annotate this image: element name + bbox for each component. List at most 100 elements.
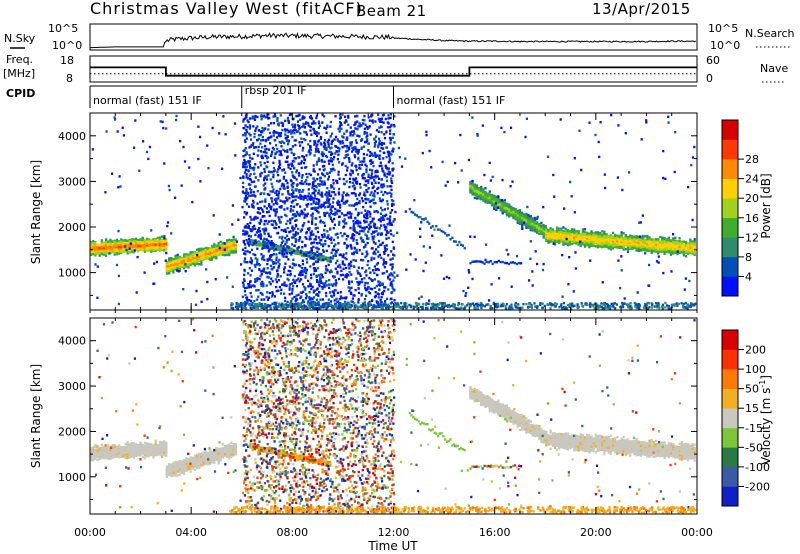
heatmap-cell bbox=[219, 243, 222, 246]
heatmap-cell bbox=[533, 216, 537, 220]
heatmap-cell bbox=[139, 241, 142, 245]
heatmap-cell bbox=[588, 245, 591, 249]
heatmap-cell bbox=[168, 259, 171, 262]
heatmap-cell bbox=[536, 225, 539, 228]
heatmap-cell bbox=[614, 239, 617, 242]
heatmap-cell bbox=[616, 236, 619, 240]
heatmap-cell bbox=[622, 232, 625, 235]
heatmap-cell bbox=[100, 243, 103, 247]
heatmap-cell bbox=[605, 241, 608, 245]
heatmap-cell bbox=[288, 249, 291, 253]
heatmap-cell bbox=[183, 267, 186, 270]
heatmap-cell bbox=[592, 244, 595, 247]
heatmap-cell bbox=[152, 240, 155, 244]
heatmap-cell bbox=[482, 195, 485, 198]
heatmap-cell bbox=[480, 188, 483, 191]
heatmap-cell bbox=[505, 211, 509, 214]
heatmap-cell bbox=[178, 261, 181, 264]
heatmap-cell bbox=[168, 265, 171, 268]
heatmap-cell bbox=[92, 240, 95, 243]
heatmap-cell bbox=[571, 230, 574, 233]
heatmap-cell bbox=[113, 244, 116, 248]
heatmap-cell bbox=[521, 213, 524, 217]
heatmap-cell bbox=[189, 260, 192, 263]
heatmap-cell bbox=[200, 262, 203, 266]
heatmap-cell bbox=[596, 235, 599, 239]
heatmap-cell bbox=[189, 263, 192, 266]
heatmap-cell bbox=[130, 239, 133, 243]
heatmap-cell bbox=[564, 234, 567, 237]
heatmap-cell bbox=[501, 203, 504, 207]
heatmap-cell bbox=[562, 243, 565, 246]
heatmap-cell bbox=[590, 230, 593, 233]
heatmap-cell bbox=[551, 238, 554, 242]
heatmap-cell bbox=[160, 248, 164, 252]
nsky-right-tick-top: 10^5 bbox=[708, 22, 738, 35]
heatmap-cell bbox=[90, 247, 93, 251]
heatmap-cell bbox=[480, 194, 483, 197]
heatmap-cell bbox=[100, 252, 103, 255]
heatmap-cell bbox=[230, 239, 233, 243]
heatmap-cell bbox=[165, 240, 168, 243]
heatmap-cell bbox=[183, 264, 186, 267]
heatmap-cell bbox=[221, 253, 224, 257]
heatmap-cell bbox=[495, 199, 498, 202]
heatmap-cell bbox=[198, 249, 201, 252]
heatmap-cell bbox=[109, 240, 112, 243]
heatmap-cell bbox=[141, 238, 144, 241]
heatmap-cell bbox=[92, 250, 95, 253]
heatmap-cell bbox=[172, 258, 175, 261]
heatmap-cell bbox=[226, 253, 229, 256]
heatmap-cell bbox=[542, 232, 545, 236]
nsky-right-tick-bottom: 10^0 bbox=[710, 39, 740, 52]
heatmap-cell bbox=[525, 226, 528, 229]
nsky-series-line bbox=[89, 32, 696, 49]
heatmap-cell bbox=[102, 246, 106, 250]
heatmap-cell bbox=[503, 204, 506, 207]
heatmap-cell bbox=[488, 194, 491, 197]
heatmap-cell bbox=[107, 250, 110, 254]
heatmap-cell bbox=[215, 249, 218, 253]
heatmap-cell bbox=[163, 239, 166, 242]
heatmap-cell bbox=[172, 268, 175, 271]
heatmap-cell bbox=[163, 243, 166, 246]
heatmap-cell bbox=[150, 248, 153, 251]
heatmap-cell bbox=[586, 235, 589, 238]
heatmap-cell bbox=[202, 255, 205, 258]
heatmap-cell bbox=[473, 187, 476, 190]
heatmap-cell bbox=[180, 265, 184, 268]
heatmap-cell bbox=[581, 242, 584, 245]
heatmap-cell bbox=[160, 235, 164, 238]
heatmap-cell bbox=[98, 251, 101, 254]
heatmap-cell bbox=[135, 247, 138, 250]
heatmap-cell bbox=[143, 248, 146, 252]
heatmap-cell bbox=[549, 230, 552, 233]
heatmap-cell bbox=[223, 250, 227, 253]
heatmap-cell bbox=[538, 224, 541, 227]
date-label: 13/Apr/2015 bbox=[592, 0, 691, 18]
heatmap-cell bbox=[529, 215, 532, 218]
heatmap-cell bbox=[111, 240, 114, 243]
heatmap-cell bbox=[257, 243, 261, 247]
heatmap-cell bbox=[549, 227, 552, 230]
heatmap-cell bbox=[100, 240, 103, 243]
heatmap-cell bbox=[130, 243, 133, 247]
heatmap-cell bbox=[211, 251, 214, 254]
heatmap-cell bbox=[482, 188, 485, 191]
heatmap-cell bbox=[154, 238, 157, 242]
heatmap-cell bbox=[493, 207, 496, 210]
heatmap-cell bbox=[150, 250, 153, 253]
heatmap-cell bbox=[568, 230, 572, 233]
heatmap-cell bbox=[196, 251, 199, 254]
heatmap-cell bbox=[525, 213, 528, 216]
heatmap-cell bbox=[566, 243, 569, 247]
heatmap-cell bbox=[490, 202, 494, 205]
heatmap-cell bbox=[168, 262, 171, 266]
heatmap-cell bbox=[553, 235, 556, 239]
heatmap-cell bbox=[193, 260, 196, 263]
heatmap-cell bbox=[583, 228, 587, 231]
heatmap-cell bbox=[133, 244, 136, 247]
heatmap-cell bbox=[180, 260, 184, 263]
heatmap-cell bbox=[100, 245, 103, 249]
